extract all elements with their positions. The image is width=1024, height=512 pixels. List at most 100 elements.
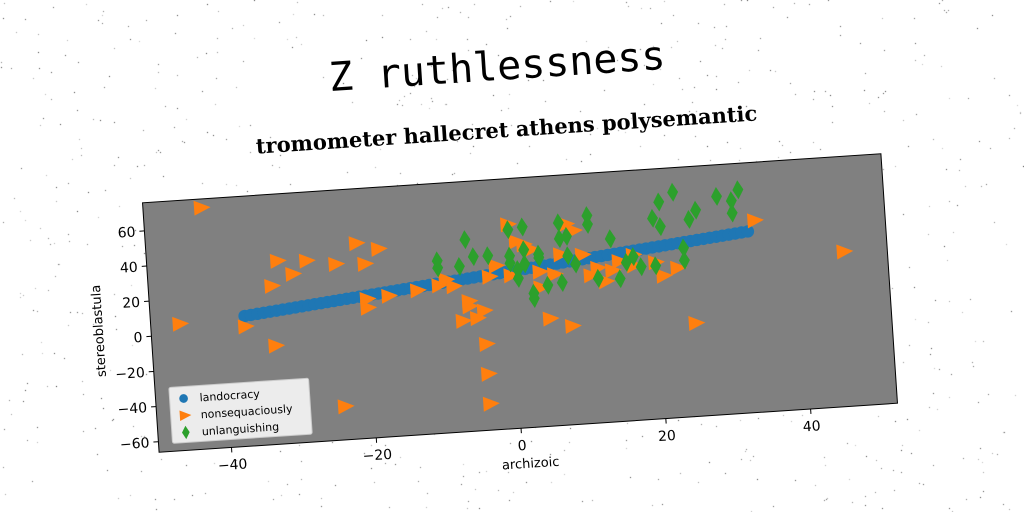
nonsequaciously-point	[546, 267, 564, 283]
plot-area: −40 −20 0 20 40 −60 −40 −20 0 20 40 60 archizoic st…	[89, 153, 899, 475]
y-tick-label: −60	[119, 435, 150, 453]
nonsequaciously-point	[193, 200, 211, 216]
unlanguishing-point	[553, 229, 565, 249]
nonsequaciously-point	[455, 313, 473, 329]
nonsequaciously-point	[381, 288, 399, 304]
nonsequaciously-point	[357, 256, 375, 272]
nonsequaciously-point	[688, 316, 706, 332]
unlanguishing-point	[562, 246, 574, 266]
y-tick-label: −20	[115, 365, 146, 383]
unlanguishing-point	[459, 230, 471, 250]
unlanguishing-point	[647, 208, 659, 228]
nonsequaciously-point	[488, 258, 506, 274]
x-axis-label: archizoic	[501, 455, 559, 474]
legend-entry-nonsequaciously: nonsequaciously	[179, 402, 293, 422]
nonsequaciously-point	[328, 257, 346, 273]
nonsequaciously-point	[285, 266, 303, 282]
y-tick-label: 0	[133, 330, 143, 347]
nonsequaciously-point	[523, 242, 541, 258]
nonsequaciously-point	[604, 263, 622, 279]
nonsequaciously-point	[348, 236, 366, 252]
nonsequaciously-point	[337, 399, 355, 415]
y-tick-label: 20	[122, 295, 141, 312]
nonsequaciously-point	[359, 292, 377, 307]
unlanguishing-point	[533, 244, 545, 264]
legend-label-landocracy: landocracy	[199, 387, 261, 404]
nonsequaciously-point	[532, 264, 550, 280]
legend-entry-landocracy: landocracy	[179, 387, 261, 404]
nonsequaciously-point	[237, 319, 255, 335]
nonsequaciously-point	[370, 241, 388, 257]
unlanguishing-point	[582, 214, 593, 234]
x-tick-label: −20	[362, 447, 393, 465]
legend-marker-unlanguishing	[182, 425, 190, 440]
nonsequaciously-point	[409, 283, 427, 299]
unlanguishing-point	[650, 256, 662, 276]
unlanguishing-point	[726, 203, 738, 223]
unlanguishing-point	[519, 254, 531, 274]
unlanguishing-point	[542, 275, 554, 295]
nonsequaciously-point	[469, 311, 487, 327]
unlanguishing-point	[620, 252, 632, 272]
unlanguishing-point	[725, 191, 737, 211]
chart-subtitle: tromometer hallecret athens polysemantic	[255, 100, 758, 158]
unlanguishing-point	[653, 192, 665, 212]
unlanguishing-point	[502, 220, 514, 240]
unlanguishing-point	[604, 229, 616, 249]
nonsequaciously-point	[503, 268, 521, 284]
y-tick-label: 60	[117, 225, 136, 242]
nonsequaciously-point	[269, 253, 287, 269]
nonsequaciously-point	[656, 268, 674, 284]
x-tick-label: 20	[658, 428, 677, 445]
legend-label-nonsequaciously: nonsequaciously	[200, 402, 293, 421]
unlanguishing-point	[570, 254, 582, 274]
nonsequaciously-point	[482, 396, 500, 412]
unlanguishing-point	[683, 209, 695, 229]
nonsequaciously-point	[298, 253, 316, 269]
nonsequaciously-point	[564, 318, 582, 334]
unlanguishing-point	[635, 257, 647, 277]
nonsequaciously-point	[445, 279, 463, 295]
nonsequaciously-point	[476, 303, 494, 319]
legend-marker-nonsequaciously	[179, 410, 192, 422]
unlanguishing-point	[592, 268, 604, 288]
unlanguishing-point	[732, 180, 744, 200]
nonsequaciously-point	[480, 366, 498, 382]
unlanguishing-point	[711, 186, 722, 206]
plot-background	[142, 153, 898, 453]
unlanguishing-point	[654, 217, 666, 237]
unlanguishing-point	[560, 226, 572, 246]
nonsequaciously-point	[836, 244, 854, 260]
nonsequaciously-point	[746, 213, 764, 229]
x-tick-label: 40	[802, 418, 821, 435]
plot-frame	[141, 153, 899, 453]
nonsequaciously-point	[552, 247, 570, 263]
legend-label-unlanguishing: unlanguishing	[201, 420, 279, 438]
unlanguishing-point	[504, 253, 516, 273]
legend-frame	[168, 377, 313, 444]
unlanguishing-point	[516, 217, 528, 237]
unlanguishing-point	[528, 289, 540, 309]
y-tick-label: −40	[117, 400, 148, 418]
x-tick-label: −40	[217, 456, 248, 474]
nonsequaciously-point	[542, 311, 560, 327]
nonsequaciously-point	[590, 260, 608, 276]
unlanguishing-point	[512, 268, 524, 288]
axes-layer: −40 −20 0 20 40 −60 −40 −20 0 20 40 60	[115, 225, 821, 475]
unlanguishing-point	[627, 247, 639, 267]
nonsequaciously-point	[461, 294, 479, 310]
x-tick-label: 0	[517, 438, 527, 455]
unlanguishing-point	[453, 256, 465, 276]
unlanguishing-point	[678, 250, 690, 270]
unlanguishing-point	[467, 247, 479, 267]
landocracy-point	[741, 225, 755, 238]
series-unlanguishing	[431, 180, 744, 309]
unlanguishing-point	[518, 240, 530, 260]
legend-entry-unlanguishing: unlanguishing	[182, 420, 280, 440]
series-nonsequaciously	[172, 200, 854, 415]
y-tick-label: 40	[119, 260, 138, 277]
nonsequaciously-point	[172, 316, 190, 332]
